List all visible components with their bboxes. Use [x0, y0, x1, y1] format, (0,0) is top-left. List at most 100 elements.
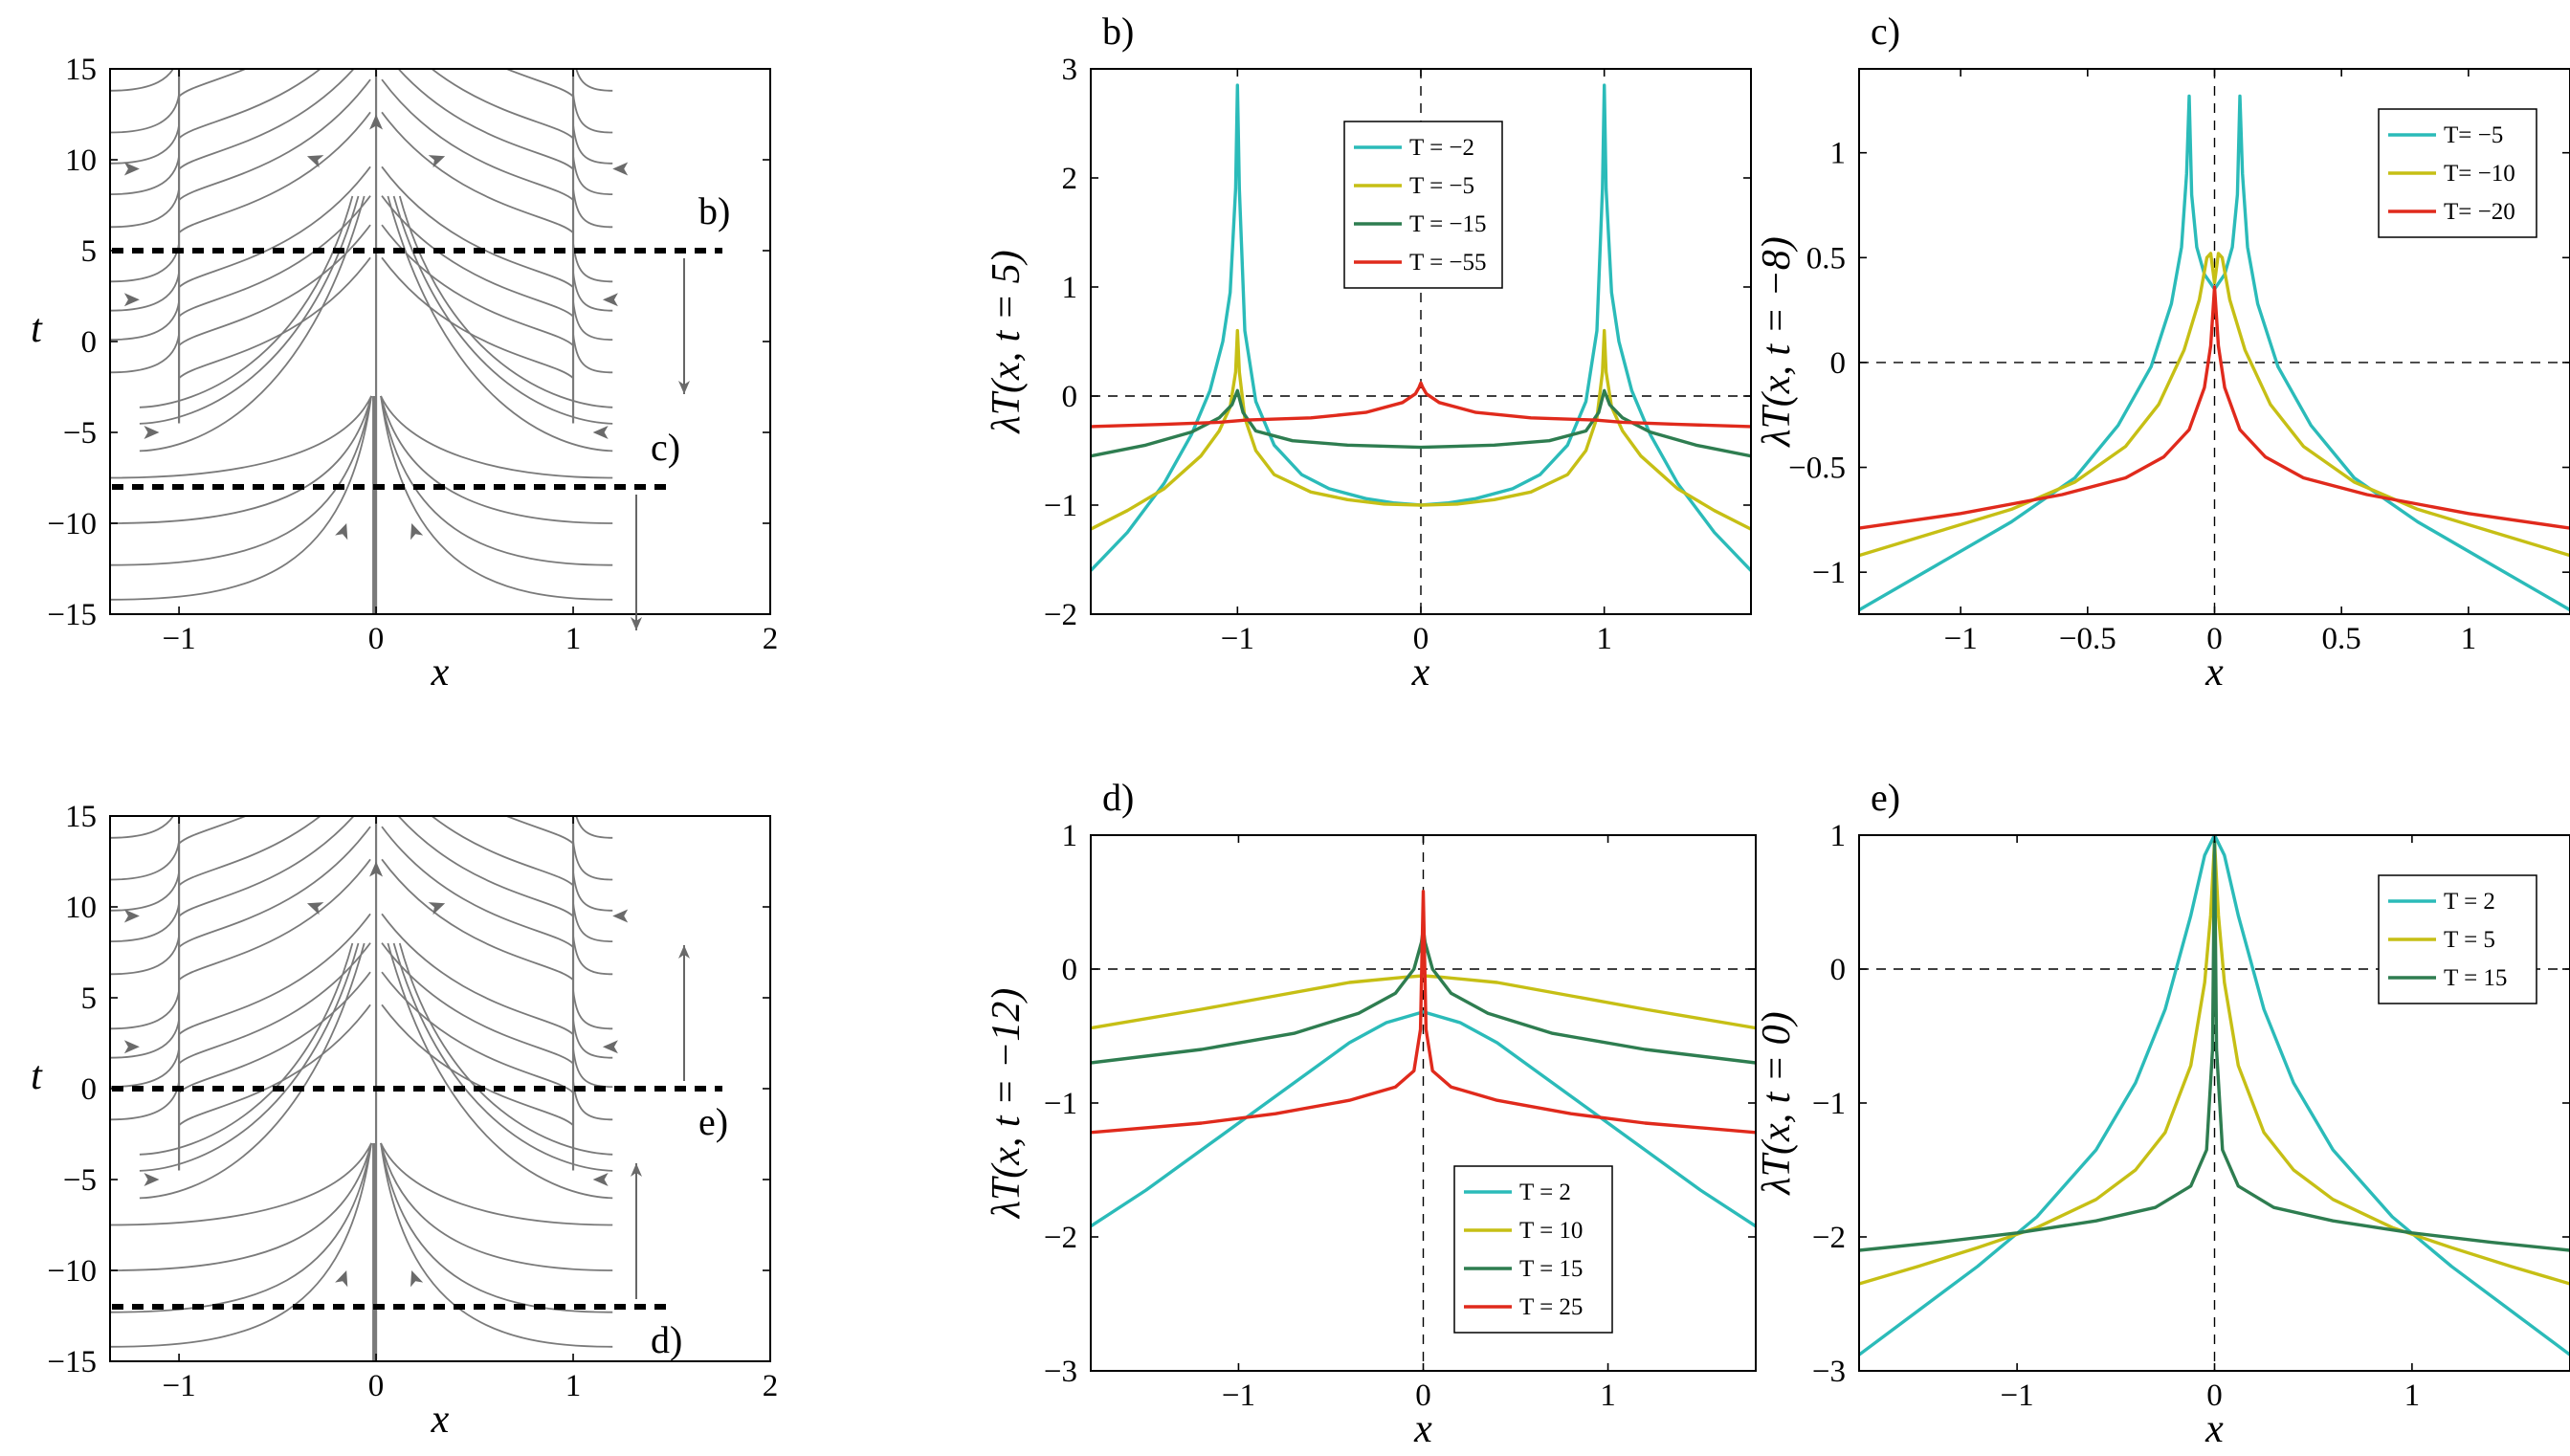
streamline: [392, 942, 613, 1172]
x-tick-label: 0: [2206, 622, 2223, 656]
streamline: [431, 69, 574, 140]
y-tick-label: −15: [47, 1345, 97, 1379]
streamline: [110, 94, 180, 134]
streamline: [572, 936, 613, 976]
streamline: [381, 826, 574, 948]
streamline: [139, 942, 366, 1200]
streamline: [110, 272, 180, 312]
panel-label: b): [1102, 10, 1134, 53]
streamline-arrow-icon: [410, 1270, 424, 1288]
legend-box: [1453, 1165, 1613, 1334]
streamline-arrow-icon: [335, 1270, 348, 1288]
x-tick-label: 2: [763, 1369, 779, 1403]
streamline: [110, 155, 180, 195]
streamline-arrow-icon: [602, 293, 618, 307]
series-line-1: [1859, 252, 2570, 558]
y-tick-label: 2: [1062, 162, 1078, 196]
streamline-arrow-icon: [306, 902, 324, 916]
x-tick-label: −1: [1222, 1379, 1255, 1413]
x-tick-label: 1: [1596, 622, 1612, 656]
streamline: [178, 111, 371, 233]
y-tick-label: −1: [1044, 489, 1077, 523]
streamline-arrow-icon: [592, 426, 609, 439]
streamline: [110, 395, 372, 479]
x-tick-label: 1: [1600, 1379, 1616, 1413]
y-tick-label: −15: [47, 598, 97, 632]
legend: T= −5 T= −10 T= −20: [2378, 108, 2537, 238]
streamline: [572, 155, 613, 195]
streamline: [178, 816, 355, 917]
slice-label: e): [698, 1100, 728, 1143]
y-tick-label: −3: [1812, 1355, 1846, 1389]
y-tick-label: 1: [1830, 137, 1847, 171]
streamline: [381, 195, 574, 318]
streamline-arrow-icon: [306, 155, 324, 168]
x-axis-label: x: [1413, 1407, 1432, 1451]
plot-area: [1091, 835, 1756, 1371]
y-tick-label: 0: [1062, 380, 1078, 414]
streamline: [178, 826, 371, 948]
streamline-arrow-icon: [369, 114, 384, 130]
legend-entry: T = −2: [1409, 135, 1474, 161]
x-tick-label: −1: [163, 1369, 196, 1403]
series-line-2: [1091, 388, 1751, 458]
x-axis-label: x: [431, 651, 450, 695]
streamline: [572, 124, 613, 165]
x-tick-label: −1: [2001, 1379, 2034, 1413]
y-axis-label: t: [31, 307, 43, 351]
y-axis-label: λT(x, t = −8): [1755, 236, 1799, 449]
y-tick-label: 1: [1830, 819, 1847, 853]
streamline: [381, 1004, 574, 1126]
streamline: [110, 395, 372, 601]
y-tick-label: −2: [1044, 1221, 1077, 1255]
streamline: [397, 816, 574, 917]
legend: T = 2 T = 5 T = 15: [2378, 874, 2537, 1004]
x-tick-label: 1: [565, 1369, 582, 1403]
y-tick-label: −10: [47, 507, 97, 541]
streamline-arrow-icon: [410, 523, 424, 540]
axes-frame: [109, 68, 771, 615]
y-tick-label: 0: [1830, 953, 1847, 987]
x-tick-label: 1: [2404, 1379, 2421, 1413]
streamline: [110, 188, 180, 229]
streamline: [139, 195, 354, 408]
panel-d: −1 0 1 −3 −2 −1 0 1 x d) λT(x, t = −12) T = 2 T = 10…: [985, 776, 1757, 1451]
streamline: [381, 165, 574, 288]
series-line-0: [1091, 1010, 1756, 1228]
legend-entry: T= −5: [2444, 122, 2503, 148]
x-tick-label: 1: [565, 622, 582, 656]
streamline-arrow-icon: [428, 902, 446, 916]
y-axis-label: λT(x, t = 0): [1755, 1011, 1799, 1196]
streamline: [397, 69, 574, 170]
x-tick-label: 2: [763, 622, 779, 656]
streamline: [398, 195, 613, 408]
series-line-3: [1091, 381, 1751, 429]
slice-label: c): [651, 426, 680, 469]
y-tick-label: 0: [81, 1072, 98, 1107]
streamline: [178, 165, 371, 288]
y-tick-label: −1: [1812, 1087, 1846, 1121]
streamline: [110, 1142, 372, 1226]
streamline: [110, 816, 174, 839]
streamline: [392, 195, 613, 425]
streamline: [178, 1004, 371, 1126]
legend-box: [1343, 121, 1503, 289]
streamline: [380, 1142, 613, 1226]
y-tick-label: 0: [1062, 953, 1078, 987]
plot-area: [110, 816, 613, 1361]
legend-entry: T = 5: [2444, 927, 2495, 953]
shift-arrow-icon: [678, 381, 690, 394]
streamline-arrow-icon: [144, 426, 160, 439]
y-tick-label: −1: [1044, 1087, 1077, 1121]
streamline: [110, 1142, 372, 1271]
streamline-arrow-icon: [428, 155, 446, 168]
streamline: [381, 971, 574, 1093]
streamline: [572, 990, 613, 1030]
streamline: [572, 902, 613, 942]
streamline: [381, 256, 574, 379]
shift-arrow-icon: [631, 1163, 642, 1177]
streamline: [178, 816, 322, 887]
